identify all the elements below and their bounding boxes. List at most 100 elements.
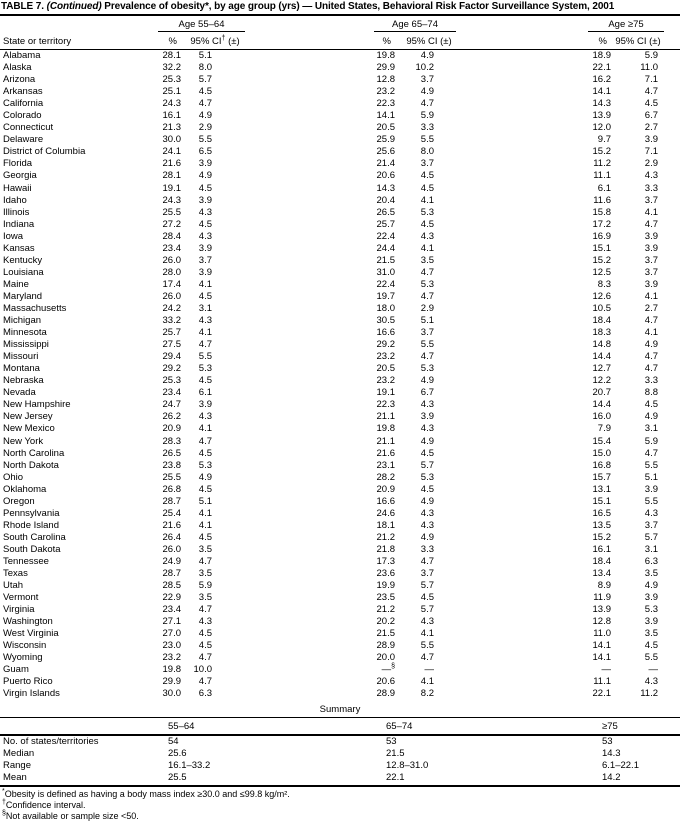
- percent-value: 13.9: [592, 110, 612, 122]
- state-name: Florida: [3, 158, 33, 170]
- ci-value: 4.7: [644, 363, 659, 375]
- state-name: New Hampshire: [3, 399, 71, 411]
- gap: [462, 568, 586, 580]
- gap: [248, 146, 370, 158]
- state-name: New Jersey: [3, 411, 53, 423]
- summary-value: 12.8–31.0: [386, 759, 429, 771]
- ci-value: 4.7: [420, 351, 434, 363]
- ci-value: 4.7: [420, 290, 434, 302]
- summary-value: 14.3: [602, 747, 621, 759]
- ci-value: 2.7: [644, 302, 659, 314]
- table-title-continued: (Continued): [46, 1, 102, 12]
- ci-value: 4.5: [198, 375, 212, 387]
- state-rows: Alabama 28.1 5.1 19.8 4.9 18.9 5.9 Alaska 32.2 8.…: [0, 50, 680, 701]
- ci-value: 3.7: [420, 158, 434, 170]
- gap: [462, 676, 586, 688]
- summary-value: 16.1–33.2: [168, 759, 211, 771]
- table-row: Mississippi 27.5 4.7 29.2 5.5 14.8 4.9: [0, 339, 680, 351]
- gap: [462, 664, 586, 676]
- table-row: South Dakota 26.0 3.5 21.8 3.3 16.1 3.1: [0, 544, 680, 556]
- age-group-65-74: Age 65–74: [370, 16, 462, 32]
- ci-value: 4.1: [198, 507, 212, 519]
- gap: [248, 243, 370, 255]
- gap: [248, 556, 370, 568]
- table-row: Ohio 25.5 4.9 28.2 5.3 15.7 5.1: [0, 472, 680, 484]
- age-group-label: Age 65–74: [374, 19, 456, 32]
- gap: [248, 520, 370, 532]
- table-row: Montana 29.2 5.3 20.5 5.3 12.7 4.7: [0, 363, 680, 375]
- ci-value: 4.9: [198, 471, 212, 483]
- footnote: §Not available or sample size <50.: [2, 810, 139, 822]
- gap: [248, 231, 370, 243]
- table-row: Puerto Rico 29.9 4.7 20.6 4.1 11.1 4.3: [0, 676, 680, 688]
- ci-value: 5.1: [198, 495, 212, 507]
- percent-value: 21.2: [376, 604, 396, 616]
- ci-value: 4.5: [644, 399, 659, 411]
- state-name: West Virginia: [3, 628, 59, 640]
- ci-value: 3.5: [198, 592, 212, 604]
- percent-value: 19.8: [376, 423, 396, 435]
- percent-value: 28.7: [162, 568, 182, 580]
- table-row: Georgia 28.1 4.9 20.6 4.5 11.1 4.3: [0, 170, 680, 182]
- percent-value: 19.8: [376, 50, 396, 61]
- gap: [462, 387, 586, 399]
- state-name: New York: [3, 435, 44, 447]
- percent-value: 24.7: [162, 399, 182, 411]
- table-row: Minnesota 25.7 4.1 16.6 3.7 18.3 4.1: [0, 327, 680, 339]
- percent-value: 14.3: [592, 98, 612, 110]
- percent-value: 14.8: [592, 339, 612, 351]
- ci-value: 8.8: [644, 387, 659, 399]
- ci-value: —: [648, 664, 659, 676]
- table-row: Arkansas 25.1 4.5 23.2 4.9 14.1 4.7: [0, 86, 680, 98]
- ci-value: 5.3: [420, 206, 434, 218]
- ci-value: 4.3: [198, 411, 212, 423]
- gap: [462, 688, 586, 700]
- gap: [462, 62, 586, 74]
- ci-value: 5.7: [420, 604, 434, 616]
- percent-value: 20.2: [376, 616, 396, 628]
- state-name: Wyoming: [3, 652, 43, 664]
- gap: [248, 327, 370, 339]
- table-row: Massachusetts 24.2 3.1 18.0 2.9 10.5 2.7: [0, 303, 680, 315]
- gap: [248, 496, 370, 508]
- percent-value: 19.1: [376, 387, 396, 399]
- percent-value: 15.8: [592, 206, 612, 218]
- ci-value: 4.3: [420, 507, 434, 519]
- percent-value: 18.3: [592, 327, 612, 339]
- ci-value: 8.0: [420, 146, 434, 158]
- percent-value: 13.1: [592, 483, 612, 495]
- table-row: Oklahoma 26.8 4.5 20.9 4.5 13.1 3.9: [0, 484, 680, 496]
- percent-value: 13.9: [592, 604, 612, 616]
- gap: [462, 628, 586, 640]
- ci-value: 4.5: [420, 483, 434, 495]
- ci-value: 4.9: [420, 495, 434, 507]
- ci-value: 3.9: [198, 399, 212, 411]
- state-name: Guam: [3, 664, 29, 676]
- gap: [248, 267, 370, 279]
- table-row: Pennsylvania 25.4 4.1 24.6 4.3 16.5 4.3: [0, 508, 680, 520]
- state-name: Connecticut: [3, 122, 54, 134]
- summary-col-55-64: 55–64: [168, 717, 386, 736]
- gap: [462, 158, 586, 170]
- summary-value: 6.1–22.1: [602, 759, 639, 771]
- gap: [462, 592, 586, 604]
- table-row: Arizona 25.3 5.7 12.8 3.7 16.2 7.1: [0, 74, 680, 86]
- table-row: Texas 28.7 3.5 23.6 3.7 13.4 3.5: [0, 568, 680, 580]
- age-group-label: Age ≥75: [588, 19, 665, 32]
- gap: [248, 448, 370, 460]
- state-name: Georgia: [3, 170, 37, 182]
- ci-value: 4.9: [644, 580, 659, 592]
- percent-value: 29.9: [376, 62, 396, 74]
- section-mark: §: [391, 663, 395, 671]
- ci-value: 4.1: [198, 278, 212, 290]
- ci-value: 4.3: [644, 170, 659, 182]
- column-header-row: State or territory % 95% CI† (±) % 95% C…: [0, 32, 680, 50]
- gap: [248, 62, 370, 74]
- percent-value: 24.6: [376, 507, 396, 519]
- summary-row: Median 25.6 21.5 14.3: [0, 748, 680, 760]
- gap: [248, 134, 370, 146]
- percent-value: 25.9: [376, 134, 396, 146]
- table-row: Alabama 28.1 5.1 19.8 4.9 18.9 5.9: [0, 50, 680, 63]
- percent-value: 29.2: [162, 363, 182, 375]
- summary-col-65-74: 65–74: [386, 717, 602, 736]
